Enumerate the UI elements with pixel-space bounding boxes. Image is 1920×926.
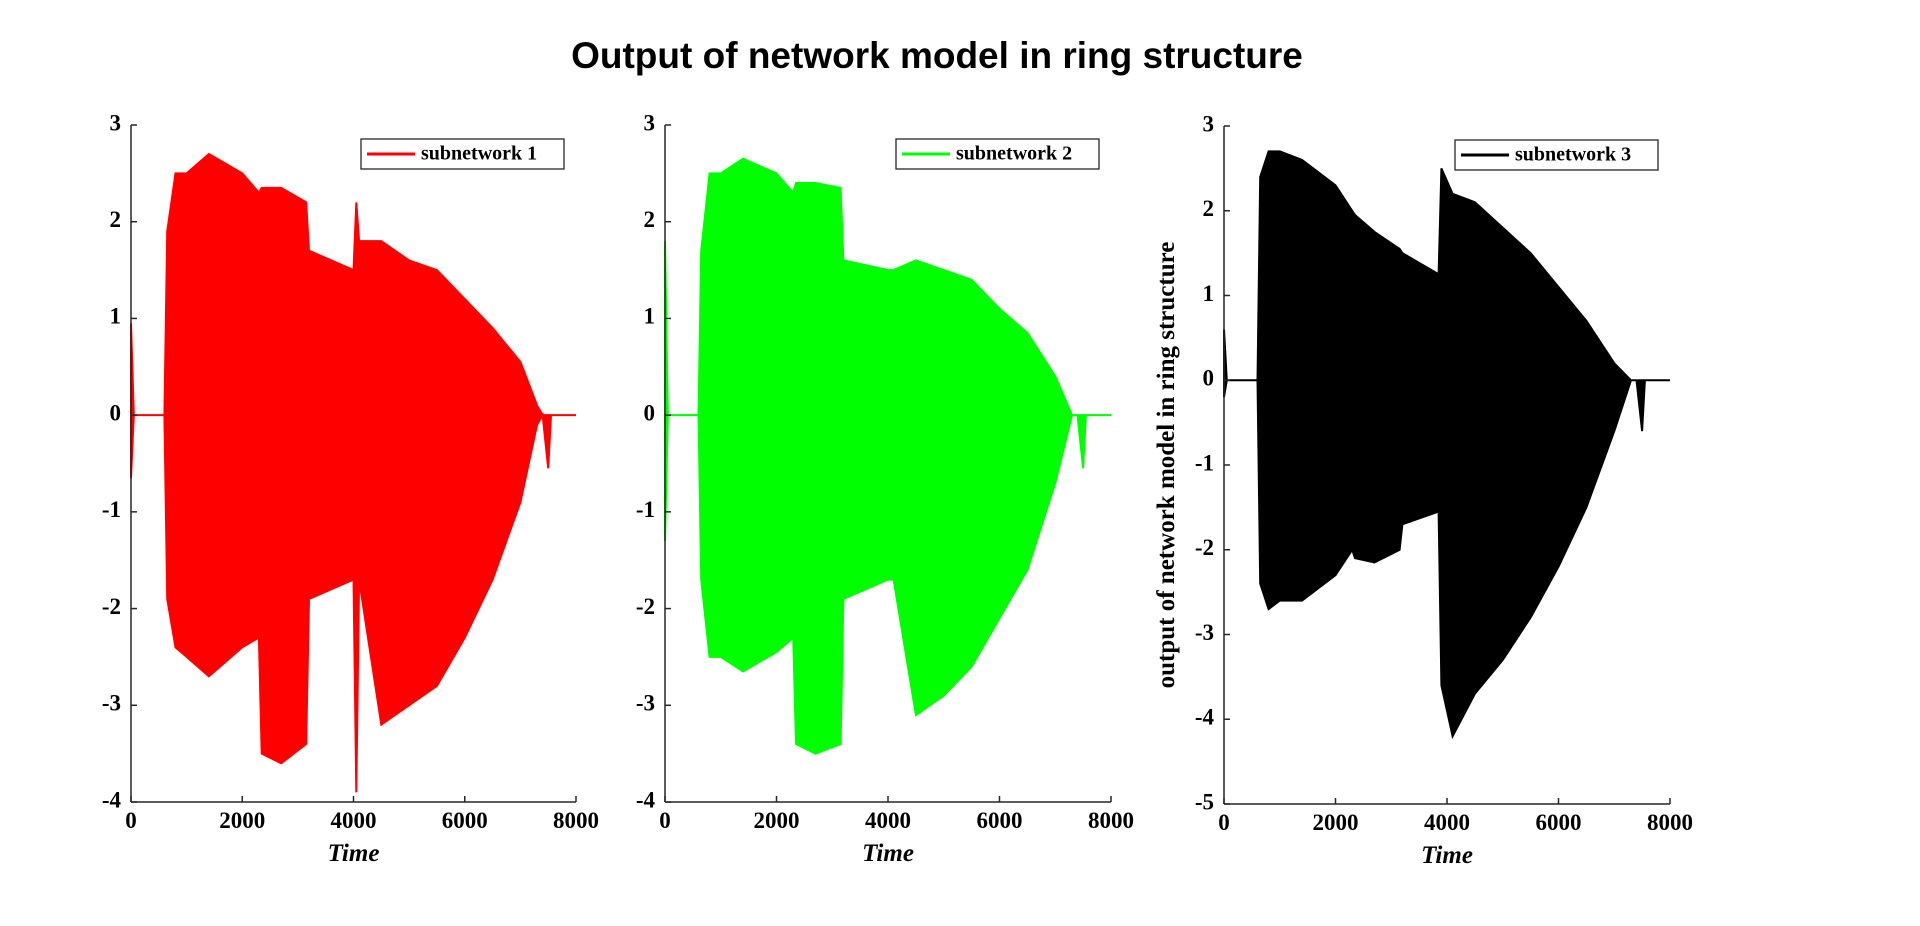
y-tick-label: 2: [110, 207, 122, 232]
x-tick-label: 0: [125, 808, 137, 833]
y-tick-label: 3: [1203, 111, 1215, 136]
y-tick-label: 1: [110, 304, 122, 329]
y-tick-label: -3: [1195, 620, 1214, 645]
x-tick-label: 6000: [442, 808, 488, 833]
legend-label: subnetwork 3: [1515, 144, 1631, 166]
subplot: -5 -4 -3 -2 -1 0 1 2 3 0 2000 4000 6000 8000 Time outpu…: [1153, 111, 1693, 869]
y-tick-label: -4: [636, 787, 656, 812]
x-tick-label: 2000: [1313, 810, 1359, 835]
y-tick-label: -1: [102, 497, 121, 522]
y-tick-label: -2: [102, 594, 121, 619]
x-tick-label: 4000: [1424, 810, 1470, 835]
x-tick-label: 0: [659, 808, 671, 833]
y-tick-label: -3: [102, 691, 121, 716]
y-tick-label: -3: [636, 691, 655, 716]
y-axis-label: output of network model in ring structur…: [1153, 242, 1180, 689]
x-axis-label: Time: [862, 840, 914, 867]
signal-band: [130, 152, 576, 793]
x-tick-label: 8000: [553, 808, 599, 833]
y-tick-label: -4: [1195, 705, 1215, 730]
legend-label: subnetwork 1: [421, 143, 537, 165]
y-tick-label: 0: [1203, 366, 1215, 391]
x-axis-label: Time: [328, 840, 380, 867]
x-tick-label: 6000: [1536, 810, 1582, 835]
y-tick-label: -2: [636, 594, 655, 619]
y-tick-label: 2: [644, 207, 656, 232]
figure-title: Output of network model in ring structur…: [571, 35, 1303, 76]
signal-band: [1223, 150, 1670, 740]
y-tick-label: 0: [644, 400, 656, 425]
x-tick-label: 8000: [1088, 808, 1134, 833]
legend-box: [895, 138, 1100, 170]
subplot: -4 -3 -2 -1 0 1 2 3 0 2000 4000 6000 8000 Time subnetw…: [636, 110, 1134, 867]
x-tick-label: 4000: [865, 808, 911, 833]
y-tick-label: 1: [1203, 281, 1215, 306]
y-tick-label: -2: [1195, 535, 1214, 560]
legend-label: subnetwork 2: [956, 143, 1072, 165]
y-tick-label: -4: [102, 787, 122, 812]
y-tick-label: 3: [110, 110, 122, 135]
x-tick-label: 8000: [1647, 810, 1693, 835]
x-tick-label: 4000: [331, 808, 377, 833]
y-tick-label: 2: [1203, 196, 1215, 221]
y-tick-label: -1: [1195, 450, 1214, 475]
y-tick-label: 3: [644, 110, 656, 135]
x-tick-label: 0: [1218, 810, 1230, 835]
y-tick-label: -5: [1195, 789, 1214, 814]
x-tick-label: 2000: [219, 808, 265, 833]
x-axis-label: Time: [1421, 842, 1473, 869]
signal-band: [664, 157, 1111, 755]
y-tick-label: 1: [644, 304, 656, 329]
y-tick-label: -1: [636, 497, 655, 522]
x-tick-label: 2000: [754, 808, 800, 833]
x-tick-label: 6000: [977, 808, 1023, 833]
subplot: -4 -3 -2 -1 0 1 2 3 0 2000 4000 6000 8000 Time subnetw…: [102, 110, 599, 867]
y-tick-label: 0: [110, 400, 122, 425]
